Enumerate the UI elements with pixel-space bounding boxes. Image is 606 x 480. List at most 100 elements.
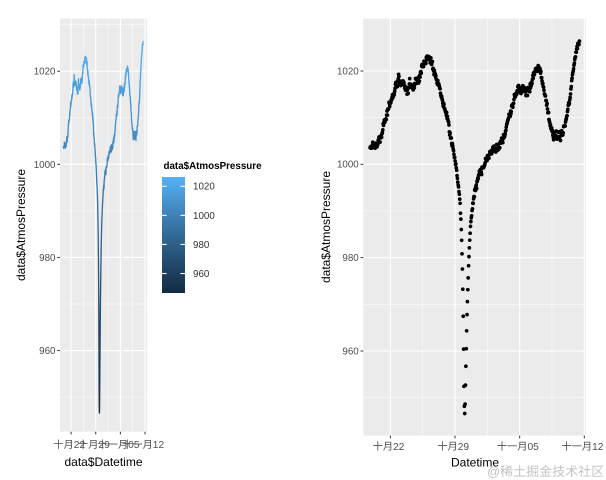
data-point [460, 251, 464, 256]
data-point [442, 102, 446, 107]
data-point [575, 46, 580, 51]
data-point [471, 201, 476, 206]
data-point [458, 201, 462, 206]
data-point [466, 263, 471, 268]
data-point [530, 81, 534, 86]
data-point [448, 130, 452, 135]
x-axis-label-cjk-glyph [517, 441, 526, 451]
watermark: @ [487, 464, 604, 479]
data-point [445, 114, 450, 119]
data-point [454, 161, 458, 166]
data-point [378, 140, 382, 144]
y-axis-label: 980 [342, 253, 359, 264]
data-point [467, 245, 472, 250]
data-point [392, 92, 397, 97]
x-axis-label-text: 12 [592, 442, 604, 453]
data-point [468, 231, 472, 236]
data-point [459, 217, 463, 221]
data-point [573, 55, 578, 59]
panel-background [363, 18, 586, 436]
data-point [435, 78, 440, 83]
x-axis-label-cjk-glyph [88, 439, 97, 449]
data-point [459, 227, 464, 232]
data-point [417, 79, 422, 83]
data-point [511, 101, 516, 106]
data-point [500, 140, 505, 145]
x-axis-label: 12 [562, 441, 604, 453]
data-point [370, 140, 375, 145]
pressure-scatter-points [368, 39, 582, 416]
data-point [453, 159, 457, 163]
x-axis-label-cjk-glyph [53, 439, 64, 449]
data-point [543, 94, 548, 98]
data-point [571, 66, 576, 71]
data-point [451, 148, 456, 153]
data-point [503, 132, 507, 136]
data-point [467, 254, 471, 259]
data-point [465, 312, 469, 317]
data-point [474, 183, 479, 187]
x-axis-label-cjk-glyph [572, 445, 582, 447]
y-axis-labels: 1020 1000 980 960 [337, 66, 359, 357]
data-point [539, 69, 543, 74]
legend-label: 960 [193, 269, 210, 280]
data-point [430, 59, 435, 64]
data-point [446, 120, 451, 124]
data-point [387, 104, 392, 109]
data-point [470, 207, 475, 211]
data-point [429, 56, 433, 60]
data-point [384, 117, 389, 122]
data-point [460, 287, 465, 292]
data-point [375, 142, 380, 147]
pressure-line [62, 40, 144, 414]
data-point [459, 238, 464, 243]
x-axis-label-cjk-glyph [122, 439, 132, 449]
data-point [563, 124, 567, 128]
data-point [565, 113, 569, 118]
data-point [407, 76, 412, 81]
data-point [476, 176, 481, 181]
data-point [467, 238, 472, 243]
x-axis-label-text: 29 [98, 440, 110, 451]
legend-title: data$AtmosPressure [164, 161, 263, 172]
x-axis-label-cjk-glyph [142, 439, 151, 449]
data-point [561, 130, 566, 135]
data-point [461, 314, 466, 319]
data-point [504, 128, 508, 133]
data-point [464, 364, 468, 369]
x-axis-title-right: Datetime [451, 456, 499, 470]
data-point [539, 75, 544, 80]
watermark-cjk-glyph [592, 465, 604, 477]
data-point [548, 122, 553, 127]
y-axis-title-left: data$AtmosPressure [14, 169, 28, 281]
y-axis-label: 960 [39, 346, 56, 357]
data-point [487, 156, 491, 161]
data-point [472, 194, 477, 199]
y-axis-title-right: data$AtmosPressure [319, 171, 333, 283]
data-point [565, 107, 570, 112]
data-point [395, 84, 400, 89]
x-axis-label-cjk-glyph [132, 443, 143, 445]
watermark-cjk-glyph [526, 465, 539, 478]
data-point [577, 42, 581, 47]
data-point [379, 135, 384, 140]
data-point [452, 152, 456, 157]
data-point [463, 402, 467, 406]
watermark-cjk-glyph [565, 465, 578, 478]
x-axis-label: 05 [98, 439, 140, 451]
data-point [466, 276, 471, 280]
data-point [397, 74, 401, 79]
data-point [540, 81, 545, 86]
data-point [492, 144, 496, 148]
scatter-chart-plot-area: 1020 1000 980 960 22 29 05 12 [337, 18, 604, 453]
minor-gridlines [60, 18, 148, 432]
watermark-cjk-glyph [552, 465, 565, 478]
data-point [412, 86, 417, 90]
data-point [572, 61, 577, 65]
data-point [450, 144, 455, 148]
data-point [542, 88, 546, 93]
legend-colorbar-area: 1020 1000 980 960 [162, 177, 215, 293]
data-point [469, 219, 473, 224]
line-chart-plot-area: 1020 1000 980 960 22 29 05 12 [34, 18, 164, 451]
